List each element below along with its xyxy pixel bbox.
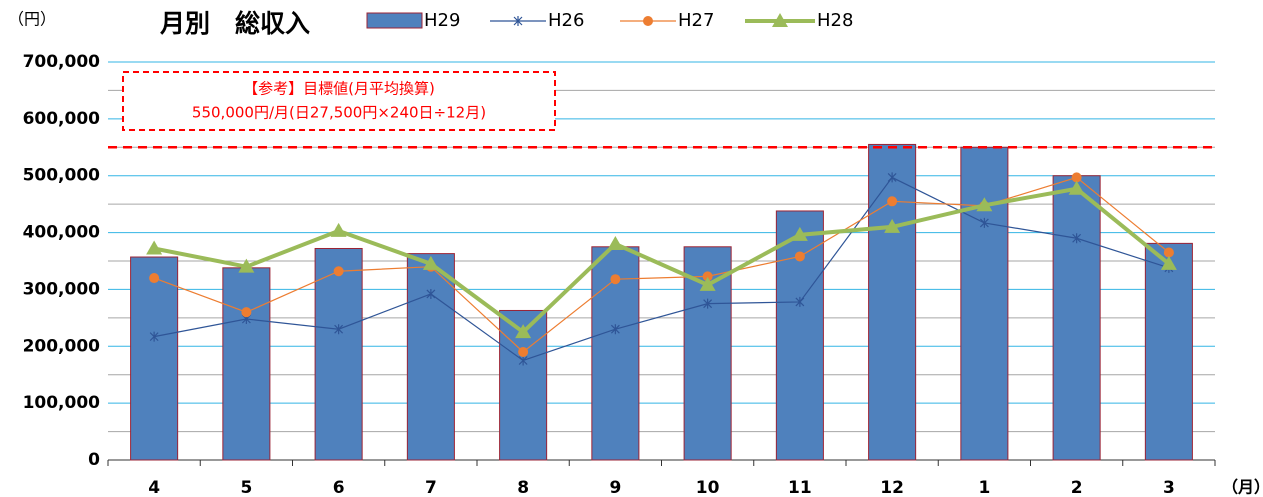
x-tick-label: 9 bbox=[609, 478, 621, 497]
point bbox=[979, 217, 989, 228]
bar bbox=[314, 247, 363, 461]
point bbox=[149, 273, 160, 284]
bar bbox=[775, 210, 824, 461]
point bbox=[887, 196, 898, 207]
y-tick-label: 200,000 bbox=[23, 336, 101, 356]
bar bbox=[960, 146, 1009, 461]
y-tick-label: 600,000 bbox=[23, 109, 101, 129]
point bbox=[702, 271, 713, 282]
point bbox=[795, 296, 805, 307]
bar bbox=[1052, 175, 1101, 461]
point bbox=[333, 266, 344, 277]
x-tick-label: 8 bbox=[517, 478, 529, 497]
x-tick-label: 1 bbox=[978, 478, 990, 497]
point bbox=[146, 240, 163, 255]
x-tick-label: 5 bbox=[240, 478, 252, 497]
x-tick-label: 12 bbox=[880, 478, 904, 497]
bar bbox=[1144, 242, 1193, 461]
line-series bbox=[153, 186, 1171, 335]
y-tick-label: 500,000 bbox=[23, 166, 101, 186]
bar bbox=[130, 256, 179, 461]
legend-marker bbox=[513, 16, 523, 26]
annotation-text: 【参考】目標値(月平均換算) bbox=[243, 80, 435, 98]
legend-label: H26 bbox=[548, 10, 584, 31]
x-tick-label: 7 bbox=[425, 478, 437, 497]
point bbox=[1071, 172, 1082, 183]
legend-swatch bbox=[366, 12, 423, 29]
x-tick-label: 2 bbox=[1071, 478, 1083, 497]
point bbox=[794, 251, 805, 262]
point bbox=[703, 298, 713, 309]
annotation-text: 550,000円/月(日27,500円×240日÷12月) bbox=[192, 104, 486, 122]
legend-marker bbox=[772, 13, 788, 27]
bar bbox=[406, 253, 455, 461]
point bbox=[1160, 255, 1177, 270]
point bbox=[1163, 247, 1174, 258]
line-series bbox=[154, 176, 1170, 362]
point bbox=[1068, 180, 1085, 195]
point bbox=[518, 346, 529, 357]
x-tick-label: 4 bbox=[148, 478, 160, 497]
point bbox=[607, 235, 624, 250]
y-tick-label: 0 bbox=[88, 450, 100, 470]
x-tick-label: 3 bbox=[1163, 478, 1175, 497]
x-unit: （月） bbox=[1222, 478, 1263, 497]
legend-label: H29 bbox=[424, 10, 460, 31]
y-unit: （円） bbox=[8, 10, 56, 29]
point bbox=[334, 324, 344, 335]
annotation-box bbox=[122, 71, 556, 131]
point bbox=[887, 172, 897, 183]
point bbox=[610, 274, 621, 285]
legend-label: H27 bbox=[678, 10, 714, 31]
point bbox=[330, 222, 347, 237]
point bbox=[791, 226, 808, 241]
x-tick-label: 6 bbox=[333, 478, 345, 497]
point bbox=[518, 355, 528, 366]
point bbox=[1072, 233, 1082, 244]
bar bbox=[868, 143, 917, 461]
x-tick-label: 10 bbox=[696, 478, 720, 497]
point bbox=[241, 307, 252, 318]
y-tick-label: 300,000 bbox=[23, 279, 101, 299]
x-tick-label: 11 bbox=[788, 478, 812, 497]
point bbox=[884, 218, 901, 233]
point bbox=[149, 331, 159, 342]
point bbox=[426, 288, 436, 299]
legend-label: H28 bbox=[817, 10, 853, 31]
y-tick-label: 700,000 bbox=[23, 52, 101, 72]
point bbox=[699, 276, 716, 291]
point bbox=[610, 324, 620, 335]
y-tick-label: 400,000 bbox=[23, 223, 101, 243]
point bbox=[976, 197, 993, 212]
point bbox=[238, 258, 255, 273]
chart-title: 月別 総収入 bbox=[159, 9, 310, 38]
y-tick-label: 100,000 bbox=[23, 393, 101, 413]
bar bbox=[222, 267, 271, 461]
point bbox=[515, 324, 532, 339]
point bbox=[422, 255, 439, 270]
legend-marker bbox=[643, 16, 653, 26]
